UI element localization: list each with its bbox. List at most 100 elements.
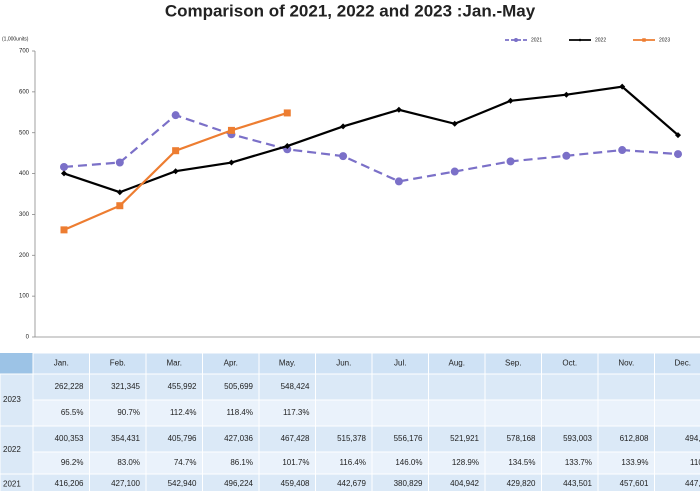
table-cell: [484, 399, 542, 427]
table-cell: [428, 399, 486, 427]
point: [642, 38, 646, 42]
table-cell: [541, 399, 599, 427]
table-value: 578,168: [507, 434, 536, 443]
table-value: 548,424: [281, 382, 310, 391]
header-label: Jan.: [54, 359, 69, 368]
table-cell: [371, 373, 429, 401]
point: [116, 202, 124, 210]
table-value: 455,992: [168, 382, 197, 391]
y-tick-label: 200: [19, 253, 30, 259]
table-value: 146.0%: [395, 458, 422, 467]
point: [172, 147, 180, 155]
table-value: 112.4%: [170, 408, 197, 417]
point: [339, 152, 348, 161]
header-label: Nov.: [618, 359, 634, 368]
header-label: Jul.: [394, 359, 406, 368]
header-label: Mar.: [166, 359, 182, 368]
point: [506, 157, 515, 166]
header-label: Sep.: [505, 359, 521, 368]
point: [450, 167, 459, 176]
header-label: Jun.: [336, 359, 351, 368]
table-corner: [0, 353, 33, 374]
table-value: 380,829: [394, 479, 423, 488]
table-value: 593,003: [563, 434, 592, 443]
table-cell: [315, 399, 373, 427]
y-tick-label: 300: [19, 212, 30, 218]
table-value: 521,921: [450, 434, 479, 443]
table-value: 65.5%: [61, 408, 84, 417]
table-value: 427,036: [224, 434, 253, 443]
table-cell: [202, 373, 260, 401]
table-value: 133.7%: [565, 458, 592, 467]
chart-title: Comparison of 2021, 2022 and 2023 :Jan.-…: [165, 1, 536, 20]
y-tick-label: 500: [19, 130, 30, 136]
table-value: 612,808: [620, 434, 649, 443]
table-value: 74.7%: [174, 458, 197, 467]
table-cell: [597, 373, 655, 401]
point: [60, 226, 68, 234]
table-value: 556,176: [394, 434, 423, 443]
row-label: 2022: [3, 445, 21, 454]
table-value: 128.9%: [452, 458, 479, 467]
point: [563, 91, 570, 98]
table-cell: [654, 473, 700, 491]
y-tick-label: 0: [26, 335, 30, 341]
point: [116, 189, 123, 196]
point: [172, 168, 179, 175]
point: [61, 170, 67, 177]
table-value: 262,228: [55, 382, 84, 391]
table-value: 118.4%: [226, 408, 253, 417]
table-cell: [484, 373, 542, 401]
table-value: 354,431: [111, 434, 140, 443]
table-value: 542,940: [168, 479, 197, 488]
y-tick-label: 100: [19, 294, 30, 300]
table-value: 459,408: [281, 479, 310, 488]
point: [674, 150, 682, 159]
table-value: 416,206: [55, 479, 84, 488]
point: [619, 83, 626, 90]
point: [514, 38, 518, 42]
table-value: 400,353: [55, 434, 84, 443]
table-value: 467,428: [281, 434, 310, 443]
table-cell: [315, 373, 373, 401]
point: [60, 162, 68, 171]
table-cell: [654, 373, 700, 401]
table-cell: [654, 399, 700, 427]
table-value: 110.: [690, 458, 700, 467]
table-value: 443,501: [563, 479, 592, 488]
header-label: Oct.: [562, 359, 577, 368]
point: [507, 97, 514, 104]
table-value: 321,345: [111, 382, 140, 391]
y-tick-label: 600: [19, 89, 30, 95]
row-header: [0, 425, 34, 475]
table-cell: [202, 399, 260, 427]
series-line: [63, 85, 679, 194]
table-cell: [541, 373, 599, 401]
point: [395, 106, 402, 113]
table-cell: [89, 399, 147, 427]
table-cell: [371, 399, 429, 427]
table-value: 96.2%: [61, 458, 84, 467]
point: [562, 151, 571, 160]
table-value: 116.4%: [339, 458, 366, 467]
legend-label: 2023: [659, 37, 670, 43]
legend-label: 2021: [531, 37, 542, 43]
header-label: May.: [279, 359, 296, 368]
table-value: 83.0%: [117, 458, 140, 467]
table-value: 494,2: [685, 434, 700, 443]
point: [340, 123, 347, 130]
table-value: 457,601: [620, 479, 649, 488]
point: [171, 111, 180, 120]
table-cell: [428, 373, 486, 401]
table-cell: [32, 425, 90, 453]
table-value: 86.1%: [230, 458, 253, 467]
table-value: 117.3%: [283, 408, 310, 417]
header-label: Aug.: [449, 359, 465, 368]
point: [228, 159, 235, 166]
header-label: Apr.: [224, 359, 238, 368]
series-line: [63, 113, 679, 183]
point: [451, 120, 458, 127]
table-value: 505,699: [224, 382, 253, 391]
table-value: 447,7: [685, 479, 700, 488]
